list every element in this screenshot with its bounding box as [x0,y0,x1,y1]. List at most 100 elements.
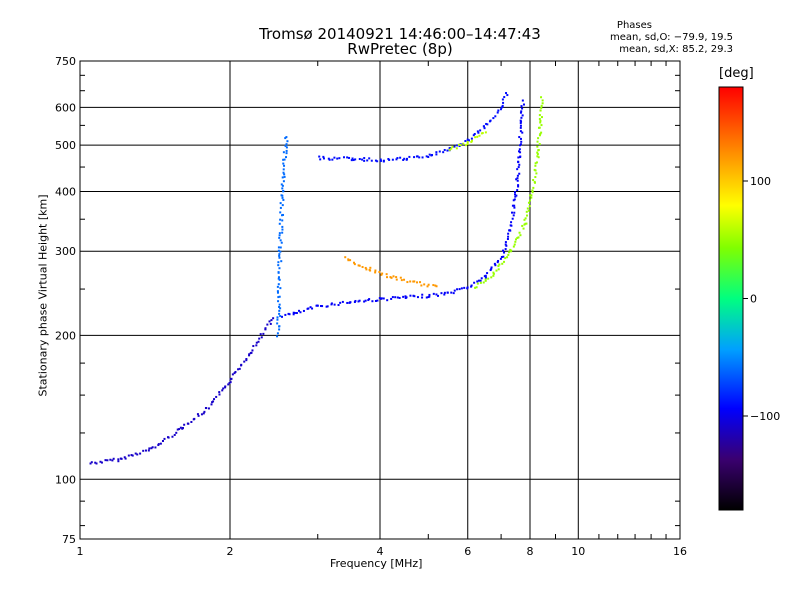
data-point [526,207,529,210]
data-point [175,431,178,434]
data-point [326,305,329,308]
data-point [281,214,284,217]
data-point [409,294,412,297]
data-point [452,292,455,295]
data-point [519,130,522,133]
data-point [537,156,540,159]
data-point [328,158,331,161]
data-point [396,157,399,160]
data-point [251,349,254,352]
data-point [276,291,279,294]
data-point [418,156,421,159]
y-tick-label: 300 [55,245,76,258]
data-point [391,296,394,299]
data-point [144,449,147,452]
chart-title: Tromsø 20140921 14:46:00–14:47:43 [259,25,541,43]
data-point [537,126,540,129]
colorbar-tick-label: 0 [750,293,757,306]
data-point [428,293,431,296]
data-point [248,353,251,356]
data-point [349,259,352,262]
data-point [513,243,516,246]
data-point [357,264,360,267]
data-point [409,280,412,283]
data-point [368,298,371,301]
data-point [537,137,540,140]
data-point [90,461,93,464]
data-point [270,319,273,322]
data-point [352,261,355,264]
data-point [167,436,170,439]
data-point [517,156,520,159]
data-point [364,266,367,269]
data-point [283,158,286,161]
data-point [538,114,541,117]
data-point [380,297,383,300]
data-point [532,186,535,189]
data-point [538,134,541,137]
data-point [266,323,269,326]
data-point [228,382,231,385]
data-point [484,276,487,279]
data-point [522,103,525,106]
data-point [474,136,477,139]
data-point [99,460,102,463]
data-point [443,149,446,152]
data-point [413,156,416,159]
data-point [386,299,389,302]
data-point [507,232,510,235]
data-point [446,291,449,294]
data-point [281,196,284,199]
data-point [281,225,284,228]
data-point [514,240,517,243]
data-point [493,262,496,265]
data-point [519,111,522,114]
data-point [416,296,419,299]
data-point [536,151,539,154]
data-point [278,278,281,281]
data-point [521,131,524,134]
data-point [515,194,518,197]
data-point [456,288,459,291]
data-point [405,296,408,299]
data-point [501,249,504,252]
data-point [496,261,499,264]
data-point [473,132,476,135]
data-point [264,327,267,330]
data-point [466,142,469,145]
data-point [476,135,479,138]
data-point [516,236,519,239]
data-point [519,151,522,154]
data-point [497,259,500,262]
data-point [513,198,516,201]
data-point [518,148,521,151]
data-point [519,234,522,237]
data-point [237,368,240,371]
data-point [436,294,439,297]
data-point [455,147,458,150]
data-point [466,140,469,143]
data-point [517,184,520,187]
data-point [278,312,281,315]
data-point [423,283,426,286]
data-point [202,412,205,415]
data-point [425,296,428,299]
data-point [487,277,490,280]
data-points [89,92,544,465]
data-point [293,311,296,314]
data-point [435,285,438,288]
data-point [502,101,505,104]
data-point [521,224,524,227]
data-point [286,140,289,143]
data-point [353,301,356,304]
data-point [426,285,429,288]
data-point [278,236,281,239]
y-axis-label: Stationary phase Virtual Height [km] [36,194,50,397]
data-point [347,259,350,262]
data-point [282,180,285,183]
data-point [255,344,258,347]
data-point [540,116,543,119]
data-point [538,117,541,120]
data-point [521,107,524,110]
data-point [278,254,281,257]
